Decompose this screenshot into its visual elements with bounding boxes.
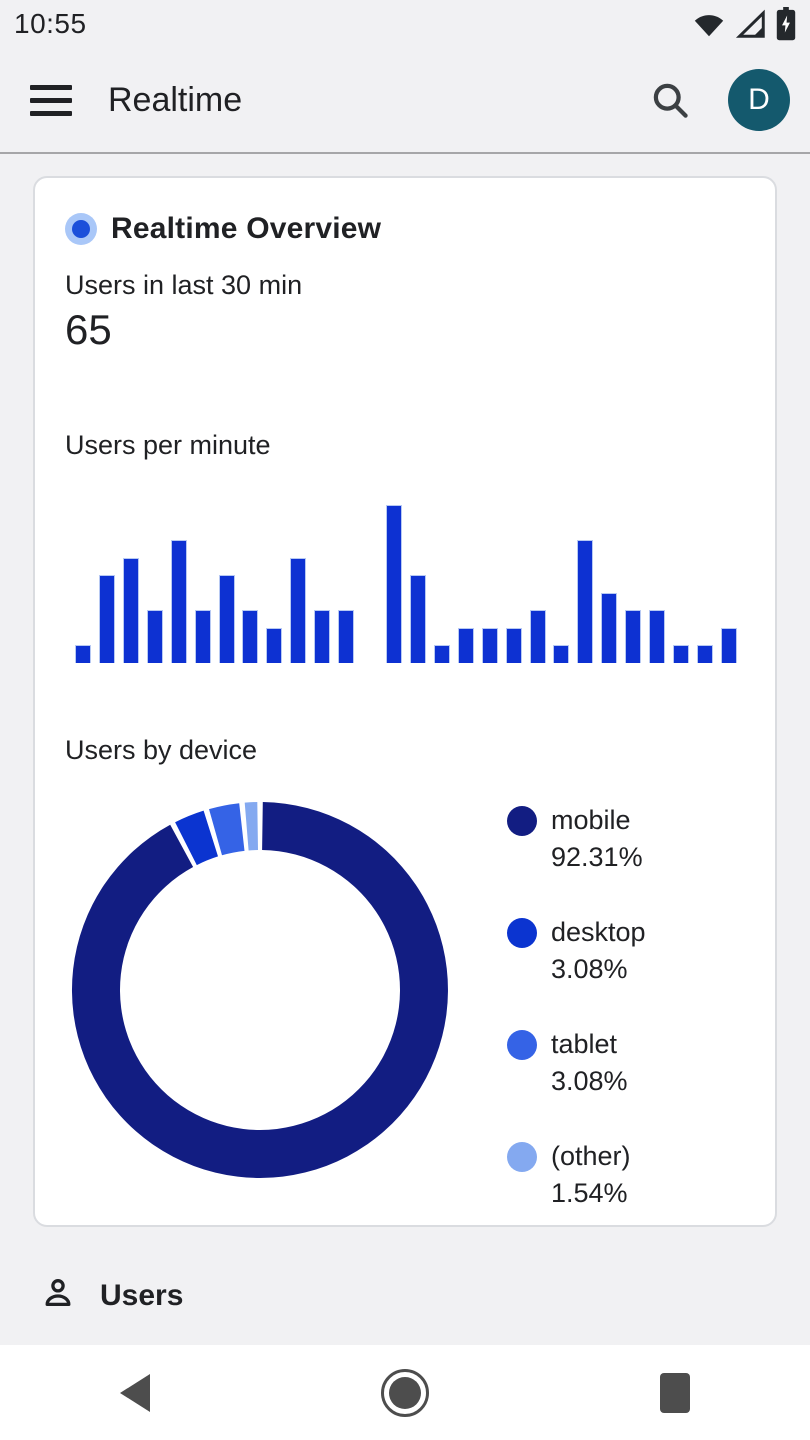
bar-minute--19 xyxy=(290,558,307,663)
back-icon[interactable] xyxy=(110,1364,160,1422)
recents-icon[interactable] xyxy=(650,1363,700,1423)
bar-minute--17 xyxy=(338,610,355,663)
bar-minute--3 xyxy=(673,645,690,663)
cell-signal-icon xyxy=(735,9,767,39)
users-per-minute-label: Users per minute xyxy=(65,430,271,460)
legend-dot-mobile xyxy=(507,806,537,836)
bar-minute--1 xyxy=(720,628,737,663)
bar-minute--8 xyxy=(553,645,570,663)
legend-label: mobile xyxy=(551,805,631,835)
status-time: 10:55 xyxy=(14,8,87,39)
android-nav-bar xyxy=(0,1345,810,1440)
bar-minute--26 xyxy=(122,558,139,663)
bar-minute--25 xyxy=(146,610,163,663)
bar-minute--24 xyxy=(170,540,187,663)
users-by-device-chart: mobile 92.31% desktop 3.08% tablet 3.08% (othe… xyxy=(65,800,747,1250)
metric-label: Users in last 30 min xyxy=(65,270,303,300)
status-bar: 10:55 xyxy=(0,0,810,48)
card-title: Realtime Overview xyxy=(111,212,382,245)
donut-slice-desktop xyxy=(175,810,218,866)
legend-label: (other) xyxy=(551,1141,631,1171)
wifi-icon xyxy=(692,9,726,39)
legend-dot-desktop xyxy=(507,918,537,948)
status-icons xyxy=(692,7,796,41)
donut-slice-tablet xyxy=(209,803,245,856)
metric-value: 65 xyxy=(65,306,112,353)
legend-item-mobile: mobile 92.31% xyxy=(507,802,646,876)
avatar[interactable]: D xyxy=(728,69,790,131)
legend-label: desktop xyxy=(551,917,646,947)
bar-minute--21 xyxy=(242,610,259,663)
person-icon xyxy=(40,1275,76,1316)
page-title: Realtime xyxy=(108,80,243,119)
users-by-device-label: Users by device xyxy=(65,735,258,765)
bar-minute--5 xyxy=(625,610,642,663)
legend-label: tablet xyxy=(551,1029,618,1059)
bar-minute--2 xyxy=(696,645,713,663)
legend-item-tablet: tablet 3.08% xyxy=(507,1026,646,1100)
donut-slice-mobile xyxy=(71,802,448,1178)
bar-minute--4 xyxy=(649,610,666,663)
realtime-pulse-icon xyxy=(65,213,97,245)
app-bar: Realtime D xyxy=(0,48,810,154)
bar-minute--18 xyxy=(314,610,331,663)
users-section-label: Users xyxy=(100,1278,184,1312)
main-content: Realtime Overview Users in last 30 min 6… xyxy=(0,154,810,1345)
legend-percentage: 1.54% xyxy=(551,1178,628,1208)
bar-minute--10 xyxy=(505,628,522,663)
bar-minute--12 xyxy=(457,628,474,663)
device-donut xyxy=(70,800,450,1180)
legend-percentage: 3.08% xyxy=(551,1066,628,1096)
bar-minute--15 xyxy=(385,505,402,663)
legend-item-other: (other) 1.54% xyxy=(507,1138,646,1212)
users-section-link[interactable]: Users xyxy=(40,1275,810,1316)
bar-minute--20 xyxy=(266,628,283,663)
realtime-overview-card[interactable]: Realtime Overview Users in last 30 min 6… xyxy=(33,176,777,1227)
bar-minute--11 xyxy=(481,628,498,663)
bar-minute--9 xyxy=(529,610,546,663)
bar-minute--28 xyxy=(75,645,91,663)
card-header: Realtime Overview xyxy=(65,212,747,246)
users-per-minute-chart xyxy=(75,503,737,663)
users-last-30-metric: Users in last 30 min 65 xyxy=(65,268,747,356)
legend-percentage: 92.31% xyxy=(551,842,643,872)
menu-icon[interactable] xyxy=(30,80,78,120)
bar-minute--23 xyxy=(194,610,211,663)
battery-charging-icon xyxy=(776,7,796,41)
bar-minute--14 xyxy=(409,575,426,663)
bar-minute--7 xyxy=(577,540,594,663)
legend-item-desktop: desktop 3.08% xyxy=(507,914,646,988)
bar-minute--22 xyxy=(218,575,235,663)
bar-minute--27 xyxy=(98,575,115,663)
legend-percentage: 3.08% xyxy=(551,954,628,984)
search-icon[interactable] xyxy=(648,78,692,122)
legend-dot-other xyxy=(507,1142,537,1172)
bar-minute--13 xyxy=(433,645,450,663)
device-legend: mobile 92.31% desktop 3.08% tablet 3.08% (othe… xyxy=(507,802,646,1250)
bar-minute--6 xyxy=(601,593,618,663)
donut-slice-other xyxy=(244,802,258,851)
home-icon[interactable] xyxy=(371,1359,439,1427)
legend-dot-tablet xyxy=(507,1030,537,1060)
